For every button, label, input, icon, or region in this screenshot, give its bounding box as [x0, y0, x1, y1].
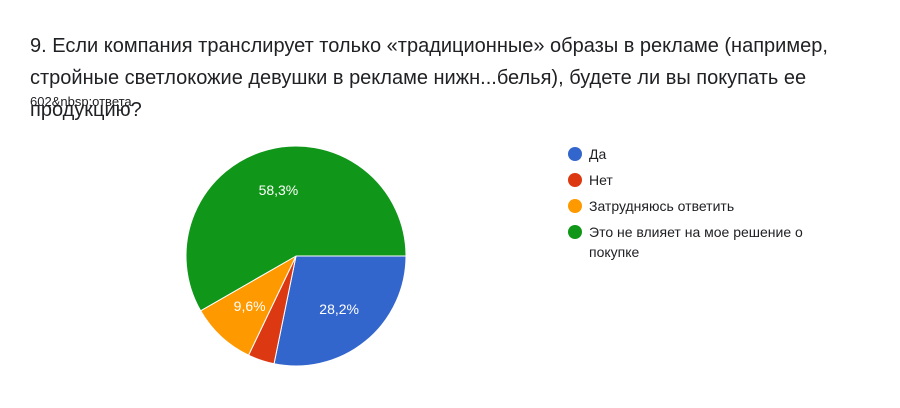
- legend-item-2[interactable]: Затрудняюсь ответить: [568, 196, 868, 216]
- legend-swatch-3: [568, 225, 582, 239]
- response-count: 602&nbsp;ответа: [30, 94, 132, 109]
- legend-swatch-2: [568, 199, 582, 213]
- legend-label-3: Это не влияет на мое решение о покупке: [589, 224, 803, 260]
- legend-label-1: Нет: [589, 172, 613, 188]
- legend-item-1[interactable]: Нет: [568, 170, 868, 190]
- question-title: 9. Если компания транслирует только «тра…: [30, 35, 828, 121]
- legend-label-2: Затрудняюсь ответить: [589, 198, 735, 214]
- legend-swatch-1: [568, 173, 582, 187]
- chart-legend: Да Нет Затрудняюсь ответить Это не влияет н…: [568, 144, 868, 268]
- legend-item-3[interactable]: Это не влияет на мое решение о покупке: [568, 222, 868, 262]
- legend-item-0[interactable]: Да: [568, 144, 868, 164]
- pie-slice-label-3: 58,3%: [259, 182, 299, 198]
- pie-slice-0[interactable]: [273, 255, 407, 367]
- pie-slice-label-2: 9,6%: [234, 298, 266, 314]
- pie-slice-label-0: 28,2%: [319, 301, 359, 317]
- pie-slice-3[interactable]: [185, 145, 407, 312]
- legend-label-0: Да: [589, 146, 607, 162]
- legend-swatch-0: [568, 147, 582, 161]
